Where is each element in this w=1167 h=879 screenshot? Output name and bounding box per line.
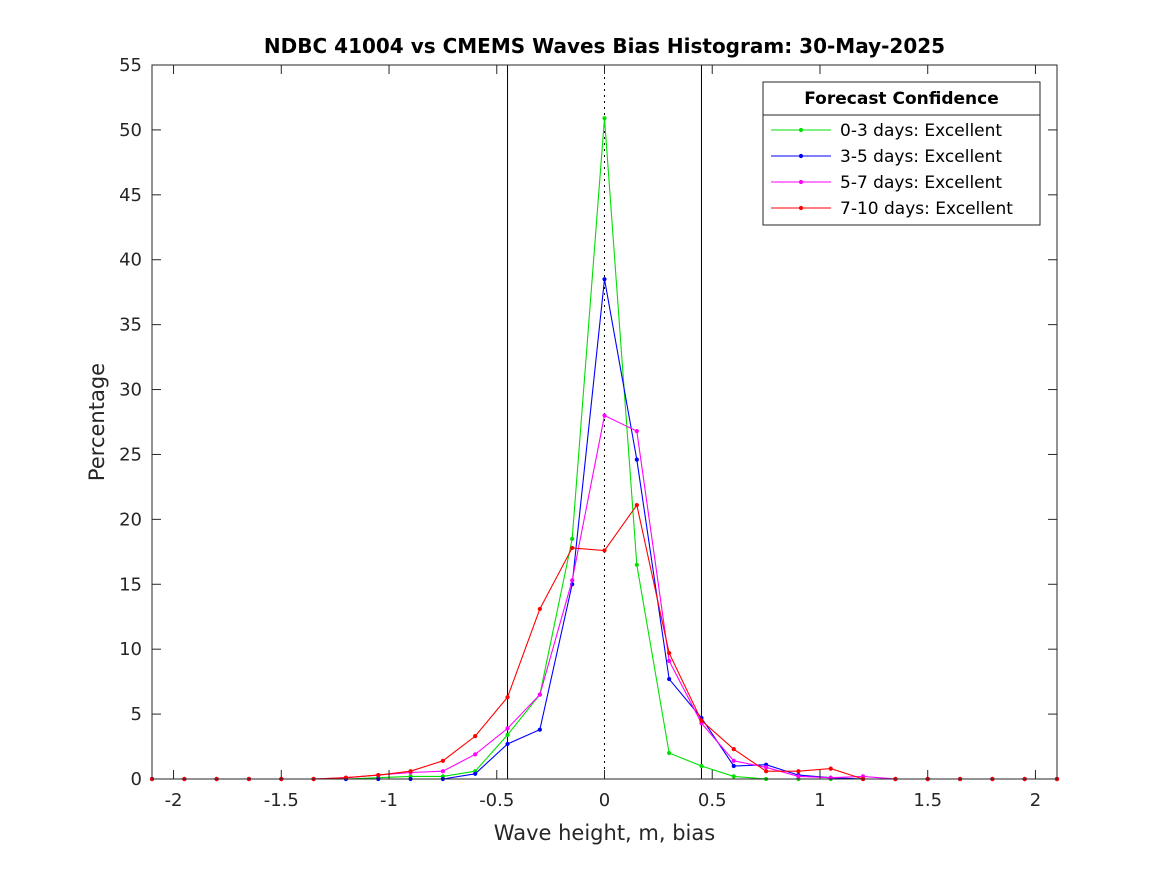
x-tick-label: -0.5 (479, 790, 514, 811)
data-point (408, 769, 413, 774)
data-point (537, 692, 542, 697)
data-point (473, 752, 478, 757)
legend-item: 0-3 days: Excellent (771, 121, 1002, 141)
data-point (602, 548, 607, 553)
data-point (731, 747, 736, 752)
data-point (667, 650, 672, 656)
data-point (440, 758, 445, 763)
data-point (796, 774, 801, 779)
data-point (570, 545, 575, 551)
x-tick-label: -1.5 (264, 790, 299, 811)
data-point (505, 695, 510, 700)
legend-swatch-marker (798, 205, 804, 211)
data-point (634, 457, 639, 462)
y-tick-label: 25 (119, 444, 142, 465)
x-tick-label: -2 (165, 790, 183, 811)
data-point (731, 763, 736, 769)
y-tick-label: 15 (119, 574, 142, 595)
legend-item: 5-7 days: Excellent (771, 173, 1002, 193)
data-point (505, 732, 510, 737)
legend-swatch-marker (798, 153, 804, 159)
legend-label: 0-3 days: Excellent (840, 121, 1002, 141)
data-point (731, 758, 736, 763)
data-point (537, 727, 542, 732)
y-tick-label: 10 (119, 639, 142, 660)
data-point (440, 769, 445, 774)
y-tick-label: 5 (131, 704, 142, 725)
x-axis-label: Wave height, m, bias (494, 821, 715, 845)
x-tick-label: -1 (380, 790, 398, 811)
legend-box (762, 81, 1041, 226)
y-tick-label: 40 (119, 250, 142, 271)
data-point (634, 502, 639, 508)
data-point (602, 277, 607, 282)
data-point (764, 765, 769, 770)
data-point (505, 741, 510, 747)
y-tick-label: 55 (119, 55, 142, 76)
data-point (764, 769, 769, 774)
data-point (796, 769, 801, 774)
legend-label: 3-5 days: Excellent (840, 147, 1002, 167)
data-point (376, 773, 381, 778)
data-point (602, 116, 607, 121)
legend-label: 7-10 days: Excellent (840, 199, 1013, 219)
data-point (699, 763, 704, 769)
y-tick-label: 50 (119, 120, 142, 141)
data-point (667, 676, 672, 682)
data-point (570, 578, 575, 583)
x-tick-label: 0 (599, 790, 610, 811)
chart-title: NDBC 41004 vs CMEMS Waves Bias Histogram… (264, 34, 945, 58)
x-tick-label: 2 (1030, 790, 1041, 811)
data-point (667, 750, 672, 756)
data-point (537, 606, 542, 612)
x-tick-label: 1 (814, 790, 825, 811)
x-tick-label: 0.5 (698, 790, 727, 811)
data-point (473, 771, 478, 776)
data-point (505, 726, 510, 731)
legend-item: 3-5 days: Excellent (771, 147, 1002, 167)
legend-item: 7-10 days: Excellent (771, 199, 1013, 219)
data-point (699, 718, 704, 723)
data-point (570, 536, 575, 541)
legend: Forecast Confidence 0-3 days: Excellent 3… (762, 81, 1041, 226)
data-point (667, 658, 672, 663)
legend-label: 5-7 days: Excellent (840, 173, 1002, 193)
legend-title: Forecast Confidence (804, 89, 999, 109)
legend-swatch-marker (798, 127, 804, 133)
data-point (828, 766, 833, 771)
reference-lines (507, 65, 702, 779)
data-point (602, 413, 607, 418)
x-tick-label: 1.5 (913, 790, 942, 811)
y-tick-label: 35 (119, 315, 142, 336)
axis-ticks: -2 -1.5 -1 -0.5 0 0.5 1 1.5 20510152025303540455… (119, 55, 1057, 811)
y-tick-label: 0 (131, 769, 142, 790)
data-point (634, 428, 639, 434)
y-tick-label: 20 (119, 509, 142, 530)
legend-swatch-marker (798, 179, 804, 185)
data-point (731, 774, 736, 779)
data-point (473, 734, 478, 739)
y-tick-label: 30 (119, 380, 142, 401)
y-tick-label: 45 (119, 185, 142, 206)
data-point (634, 562, 639, 567)
y-axis-label: Percentage (85, 363, 109, 481)
